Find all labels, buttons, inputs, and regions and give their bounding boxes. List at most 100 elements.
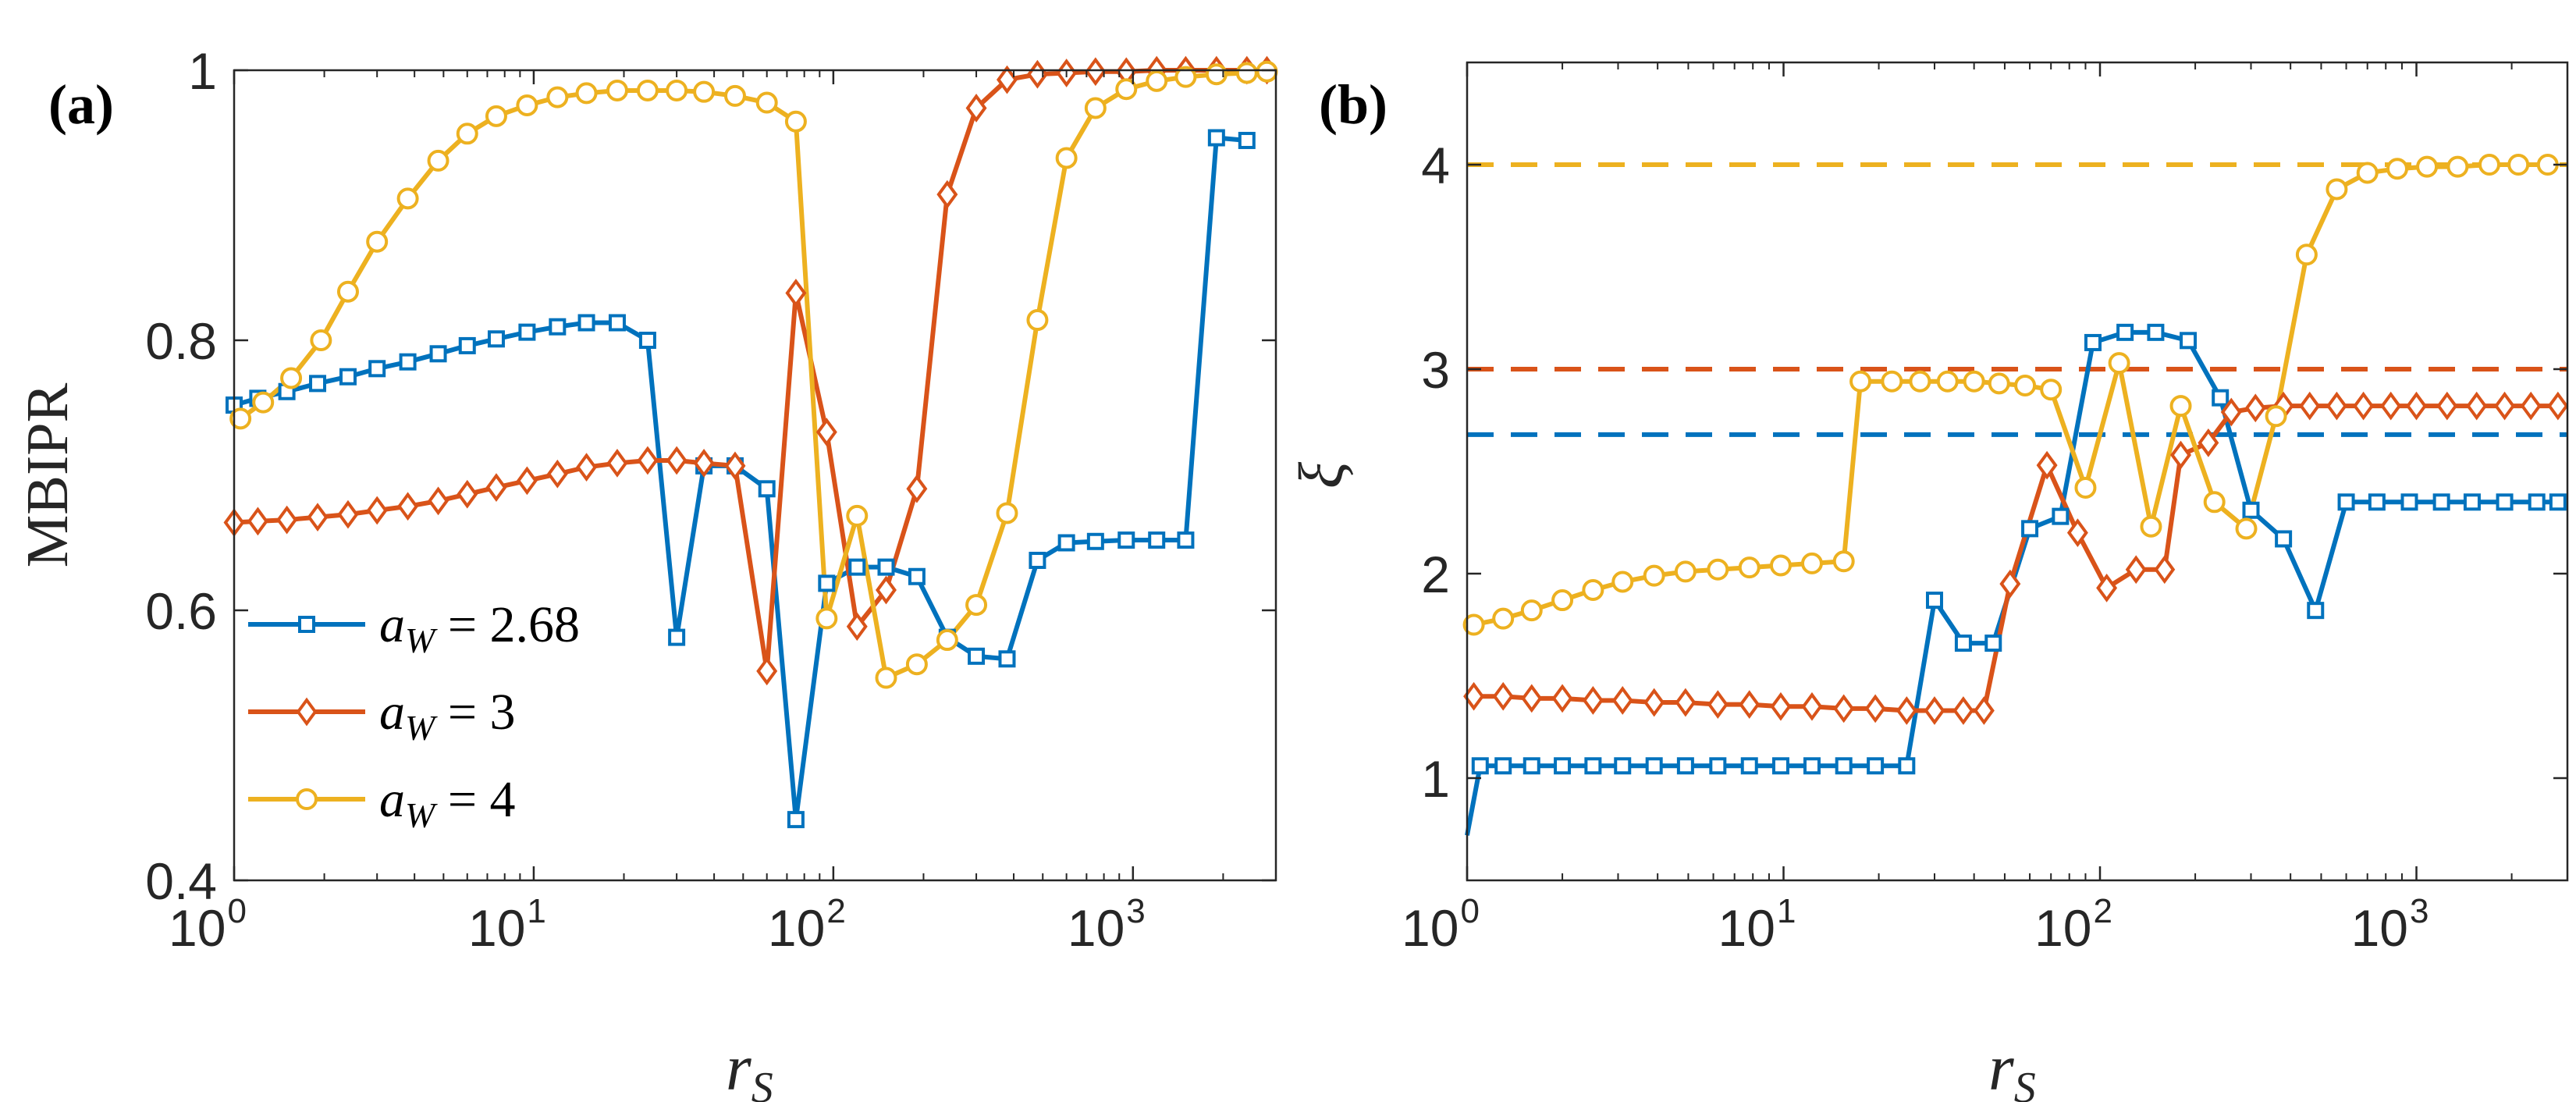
panel-b-series-1-point: [2066, 518, 2088, 547]
legend-label-sub: W: [405, 795, 438, 835]
panel-b-series-0-point: [2021, 520, 2039, 538]
panel-a-series-1-point: [307, 503, 329, 532]
panel-a-series-0-point: [518, 323, 536, 341]
panel-b-series-1-point: [2466, 391, 2488, 421]
panel-a-series-1-point: [428, 486, 449, 516]
panel-b-series-2-point: [1769, 554, 1792, 577]
panel-a-series-0-point: [458, 336, 476, 354]
panel-a-series-0-point: [968, 647, 986, 665]
panel-a-series-1-point: [546, 459, 568, 489]
panel-b-series-1-point: [1896, 696, 1917, 725]
panel-b-series-0-point: [1554, 757, 1572, 775]
panel-b-series-1-point: [1833, 694, 1855, 723]
x-tick-base: 10: [468, 899, 525, 957]
panel-b-series-1-point: [2494, 391, 2516, 421]
panel-a-series-1-point: [516, 466, 538, 496]
panel-a-series-1-point: [247, 507, 268, 536]
panel-a-series-2-point: [516, 94, 538, 116]
panel-a-series-1-point: [996, 65, 1018, 94]
x-tick-base: 10: [1718, 899, 1775, 957]
panel-b-series-1-point: [1924, 696, 1945, 725]
x-tick-base: 10: [2351, 899, 2408, 957]
panel-b-series-0-point: [2180, 332, 2198, 350]
panel-a-series-0-point: [608, 314, 626, 332]
panel-b-label: (b): [1319, 73, 1387, 136]
panel-b-y-tick-label: 1: [1421, 750, 1450, 808]
panel-b-series-1-point: [1521, 684, 1543, 713]
panel-b-series-0-point: [2084, 333, 2102, 351]
panel-b-series-1-point: [2326, 391, 2347, 421]
panel-a-series-1-point: [936, 180, 958, 209]
legend-label-rest: = 2.68: [435, 596, 580, 653]
panel-a-series-2-point: [1055, 147, 1078, 169]
x-tick-base: 10: [1068, 899, 1125, 957]
panel-a-series-2-point: [606, 79, 628, 101]
panel-a-series-0-point: [877, 558, 895, 576]
panel-a-series-2-point: [1115, 78, 1138, 101]
panel-a-series-2-point: [875, 667, 897, 689]
panel-a-series-0-point: [1207, 129, 1225, 147]
panel-b-series-0-point: [1835, 757, 1853, 775]
x-tick-base: 10: [169, 899, 226, 957]
panel-a-series-2-point: [666, 79, 688, 101]
panel-b-series-0-point: [2147, 323, 2165, 341]
panel-b-series-2-point: [1963, 370, 1985, 393]
panel-b-series-0-point: [2275, 530, 2293, 548]
panel-b-series-1-point: [2299, 391, 2321, 421]
panel-b-series-0-point: [1709, 757, 1727, 775]
panel-b-series-1-point: [2170, 440, 2192, 470]
panel-b-series-2-point: [2169, 395, 2192, 418]
panel-b-series-0-point: [1494, 757, 1512, 775]
panel-a-series-1-point: [666, 446, 688, 475]
panel-b-series-0-point: [2242, 501, 2260, 519]
panel-a-x-axis-label-main: r: [726, 1032, 751, 1102]
panel-b-plot-background: [1467, 62, 2567, 880]
panel-b-series-2-point: [1988, 372, 2010, 395]
panel-a-series-0-point: [339, 368, 357, 386]
panel-b-series-1-point: [2220, 397, 2242, 427]
panel-b-series-1-point: [2244, 393, 2266, 423]
panel-a-y-tick-label: 0.6: [145, 582, 217, 640]
panel-a-series-0-point: [1117, 531, 1135, 549]
panel-a-series-2-point: [310, 329, 332, 351]
panel-a-series-0-point: [1238, 131, 1256, 149]
panel-b-series-1-point: [2406, 391, 2428, 421]
panel-a-series-1-point: [485, 473, 507, 502]
panel-b-series-0-point: [2307, 602, 2325, 620]
panel-b-series-2-point: [1832, 550, 1855, 573]
panel-a-series-1-point: [965, 94, 987, 123]
panel-a-series-2-point: [229, 407, 252, 430]
panel-a-series-0-point: [549, 318, 567, 336]
panel-b-series-0-point: [2496, 493, 2514, 511]
panel-b-series-0-point: [1740, 757, 1758, 775]
panel-b-x-axis-label-sub: S: [2014, 1064, 2036, 1102]
panel-b-series-2-point: [1936, 370, 1959, 393]
panel-a-series-1-point: [693, 449, 715, 478]
panel-a-series-2-point: [723, 84, 746, 107]
panel-a-series-1-point: [276, 505, 298, 535]
panel-a-series-0-point: [758, 480, 776, 498]
panel-b-series-2-point: [2386, 158, 2408, 180]
panel-b-series-1-point: [2125, 555, 2147, 585]
panel-a-series-0-point: [368, 360, 386, 378]
panel-a-series-1-point: [906, 474, 928, 503]
x-tick-base: 10: [2034, 899, 2091, 957]
legend-label-main: a: [379, 596, 405, 653]
panel-b-series-1-point: [1675, 688, 1697, 717]
panel-a-series-0-point: [848, 558, 866, 576]
panel-b-series-2-point: [1582, 578, 1604, 601]
legend-marker: [296, 788, 318, 810]
panel-b-series-1-point: [1770, 691, 1792, 721]
panel-b-series-0-point: [1771, 757, 1789, 775]
panel-b-series-0-point: [1925, 592, 1943, 610]
panel-a-series-1-point: [576, 453, 598, 482]
x-tick-exponent: 1: [1777, 892, 1796, 930]
panel-b-series-2-point: [2416, 155, 2439, 178]
legend-label-rest: = 4: [435, 771, 515, 828]
panel-b-x-axis-label-main: r: [1988, 1032, 2014, 1102]
panel-b-series-2-point: [1738, 556, 1761, 579]
panel-b-series-1-point: [2547, 391, 2569, 421]
panel-a-series-2-point: [905, 653, 928, 676]
panel-b-series-2-point: [2265, 405, 2287, 428]
panel-a-y-tick-label: 0.8: [145, 312, 217, 370]
